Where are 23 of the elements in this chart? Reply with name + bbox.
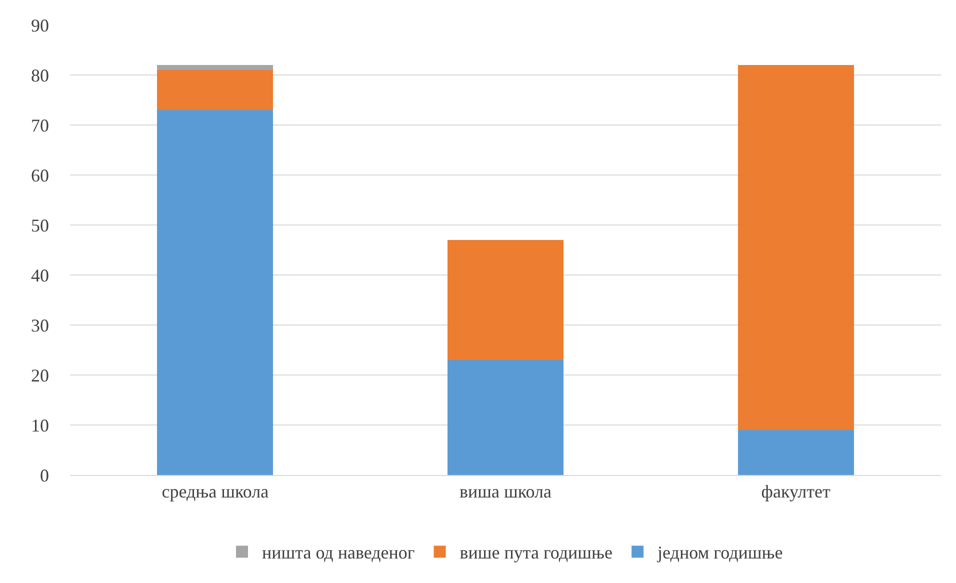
bar [447,240,564,360]
x-tick-label: средња школа [162,482,269,502]
y-tick-label: 20 [31,365,49,386]
bar [157,110,274,475]
bar [738,65,854,430]
y-tick-label: 10 [31,415,49,436]
legend-label: више пута годишње [460,542,613,563]
y-tick-label: 0 [40,465,49,486]
x-tick-label: факултет [761,482,830,502]
y-tick-label: 50 [31,215,49,236]
legend-label: једном годишње [656,542,783,563]
y-tick-label: 70 [31,115,49,136]
bar [738,430,854,475]
y-tick-label: 80 [31,65,49,86]
y-tick-label: 60 [31,165,49,186]
y-tick-label: 40 [31,265,49,286]
bar [447,360,564,475]
y-tick-label: 30 [31,315,49,336]
x-tick-label: виша школа [460,482,552,502]
y-tick-label: 90 [31,15,49,36]
legend-label: ништа од наведеног [262,542,415,563]
bar [157,65,274,70]
bar [157,70,274,110]
